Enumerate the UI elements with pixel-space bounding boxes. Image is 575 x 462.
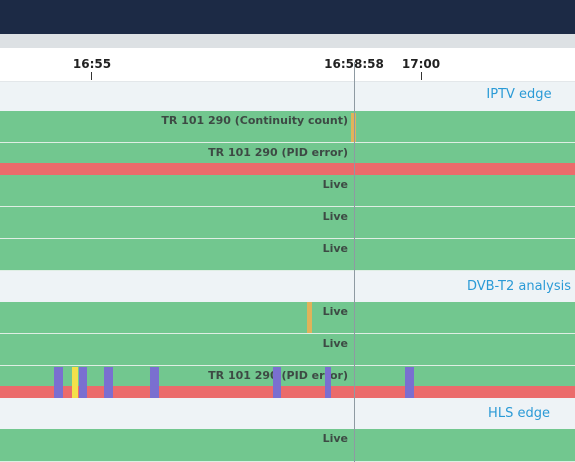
timeline-row-live[interactable]: Live <box>0 334 575 366</box>
event-marker[interactable] <box>273 367 281 398</box>
event-marker[interactable] <box>150 367 159 398</box>
timeline-row-live[interactable]: Live <box>0 207 575 239</box>
row-label: Live <box>322 242 348 255</box>
tick-mark <box>421 72 422 80</box>
timeline-row-live[interactable]: Live <box>0 429 575 462</box>
toolbar-strip <box>0 34 575 48</box>
event-marker[interactable] <box>54 367 63 398</box>
tick-mark <box>91 72 92 80</box>
tick-16-55: 16:55 <box>72 57 112 71</box>
event-marker[interactable] <box>104 367 113 398</box>
error-band[interactable] <box>0 386 575 398</box>
time-cursor-line[interactable] <box>354 62 355 462</box>
row-label: Live <box>322 337 348 350</box>
timeline-row-live[interactable]: Live <box>0 175 575 207</box>
event-marker[interactable] <box>79 367 87 398</box>
group-header-iptv-edge[interactable]: IPTV edge <box>0 82 575 111</box>
warning-event-marker[interactable] <box>307 302 312 333</box>
timeline-row-continuity-count[interactable]: TR 101 290 (Continuity count) <box>0 111 575 143</box>
row-label: Live <box>322 210 348 223</box>
row-label: Live <box>322 305 348 318</box>
event-marker[interactable] <box>405 367 414 398</box>
row-label: TR 101 290 (PID error) <box>208 146 348 159</box>
timeline-row-live[interactable]: Live <box>0 302 575 334</box>
time-axis: 16:55 16:58:58 17:00 <box>0 48 575 82</box>
row-label: Live <box>322 178 348 191</box>
event-marker[interactable] <box>325 367 331 398</box>
group-header-hls-edge[interactable]: HLS edge <box>0 398 575 429</box>
timeline-row-live[interactable]: Live <box>0 239 575 271</box>
row-label: Live <box>322 432 348 445</box>
row-label: TR 101 290 (Continuity count) <box>161 114 348 127</box>
warning-event-marker[interactable] <box>351 113 356 142</box>
highlight-event-marker[interactable] <box>72 367 78 398</box>
top-header-bar <box>0 0 575 34</box>
group-title[interactable]: DVB-T2 analysis <box>466 279 572 294</box>
group-title[interactable]: HLS edge <box>488 406 550 421</box>
error-band[interactable] <box>0 163 575 175</box>
group-header-dvb-t2-analysis[interactable]: DVB-T2 analysis <box>0 271 575 302</box>
group-title[interactable]: IPTV edge <box>486 87 552 102</box>
tick-17-00: 17:00 <box>401 57 441 71</box>
